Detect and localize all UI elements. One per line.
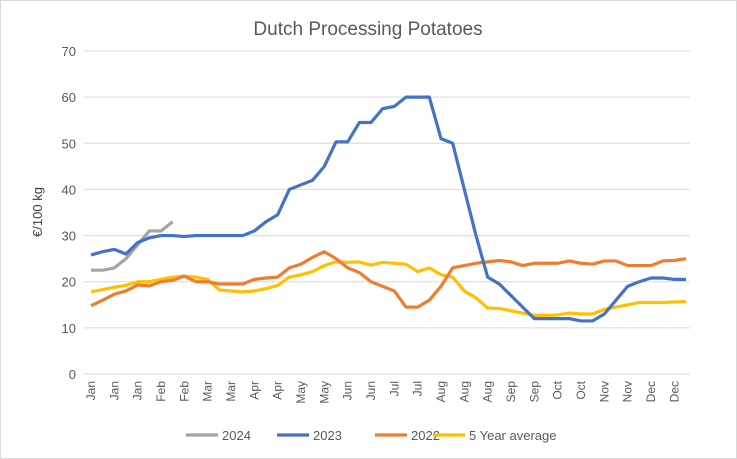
x-tick-label: Jul [411,381,425,396]
x-tick-label: Jan [84,381,98,400]
x-tick-label: Dec [667,381,681,402]
x-tick-label: Nov [597,381,611,402]
chart-title: Dutch Processing Potatoes [253,19,482,40]
legend-label: 2024 [222,428,251,443]
x-tick-label: May [294,381,308,404]
x-tick-label: Jul [387,381,401,396]
y-tick-label: 10 [62,321,76,336]
y-tick-label: 0 [69,367,76,382]
x-tick-label: Nov [621,381,635,402]
x-tick-label: Jan [131,381,145,400]
legend-label: 2022 [411,428,440,443]
x-tick-label: Jan [107,381,121,400]
y-tick-label: 30 [62,229,76,244]
x-tick-label: Jun [341,381,355,400]
y-axis-label: €/100 kg [30,187,45,237]
series-line-2024 [91,220,174,272]
y-tick-label: 20 [62,275,76,290]
x-tick-label: Oct [551,380,565,399]
x-tick-label: Mar [224,381,238,402]
series-line-2022 [90,250,687,309]
series-line-2023 [90,95,686,323]
x-tick-label: Aug [481,381,495,402]
y-tick-label: 40 [62,182,76,197]
x-tick-label: Aug [434,381,448,402]
x-tick-label: Feb [177,381,191,402]
x-tick-label: Jun [364,381,378,400]
y-tick-label: 60 [62,90,76,105]
legend-label: 2023 [313,428,342,443]
x-tick-label: Sep [504,381,518,403]
x-tick-label: Dec [644,381,658,402]
series-line-5-year-average [90,260,687,317]
x-tick-label: Sep [527,381,541,403]
x-tick-label: Oct [574,380,588,399]
y-tick-label: 70 [62,44,76,59]
x-tick-label: Mar [201,381,215,402]
legend-label: 5 Year average [469,428,556,443]
y-tick-label: 50 [62,136,76,151]
x-tick-label: Feb [154,381,168,402]
x-tick-label: Aug [457,381,471,402]
x-tick-label: Apr [247,381,261,400]
x-tick-label: Apr [271,381,285,400]
x-tick-label: May [317,381,331,404]
